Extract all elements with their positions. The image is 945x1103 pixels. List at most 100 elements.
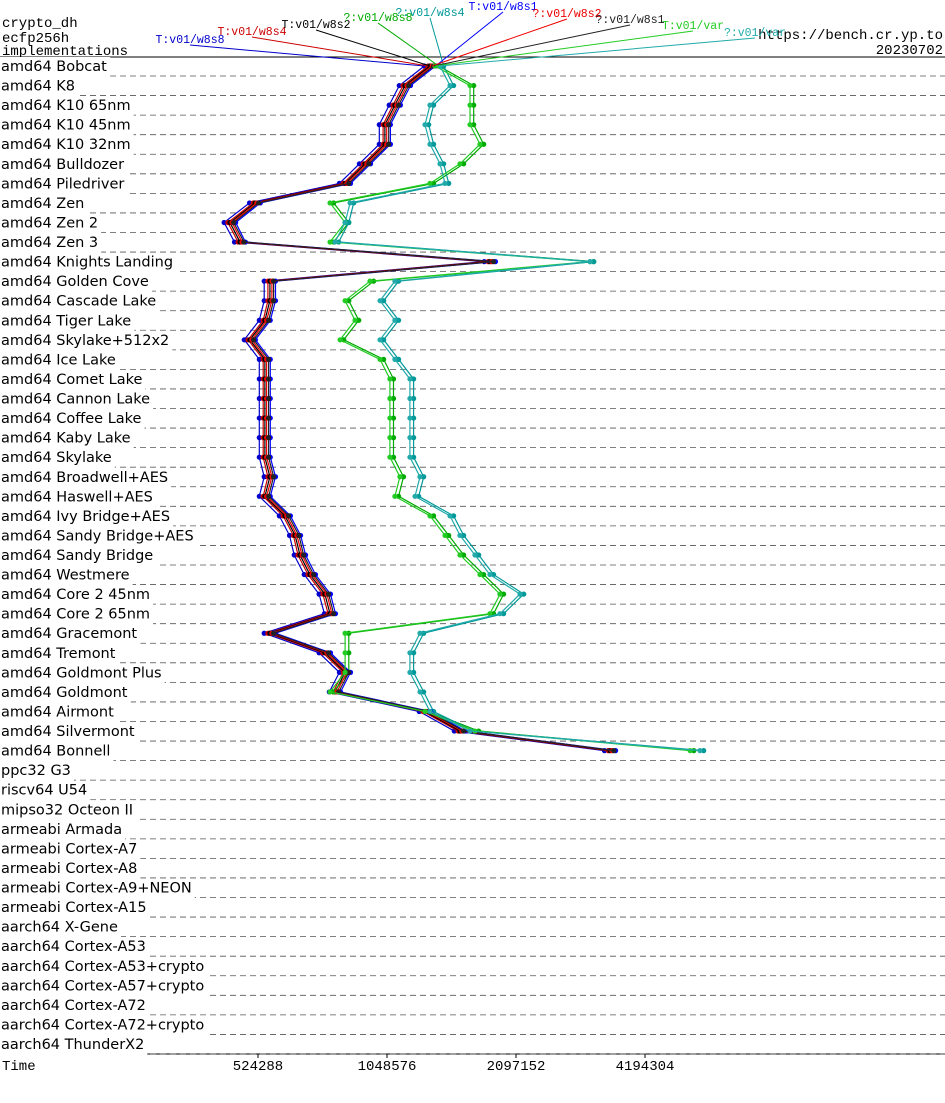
data-point [390,415,397,421]
data-point [265,356,272,362]
data-point [265,395,272,402]
legend: T:v01/w8s8T:v01/w8s4T:v01/w8s2?:v01/w8s8… [155,1,786,67]
data-point [376,141,382,147]
data-point [316,591,322,597]
row-label: armeabi Cortex-A8 [1,861,137,877]
data-point [270,298,277,304]
row-label: amd64 Coffee Lake [1,411,142,427]
data-point [256,317,262,323]
row-label-bg [0,702,118,723]
data-point [296,532,302,539]
data-point [377,337,383,343]
data-point [387,376,393,382]
date: 20230702 [876,43,943,59]
row-label-bg [0,506,174,527]
legend-leader [433,24,631,67]
row-label: amd64 Tremont [1,646,116,662]
data-point [265,493,272,499]
data-point [390,454,397,460]
series-line [332,65,694,752]
data-point [377,356,383,362]
row-label: amd64 Gracemont [1,626,137,642]
data-point [392,317,398,323]
data-point [327,239,333,245]
chart-title: crypto_dh [2,16,78,32]
data-point [390,435,397,441]
row-label: amd64 Core 2 65nm [1,607,150,623]
series-line [234,65,616,752]
row-label: aarch64 ThunderX2 [1,1037,144,1053]
data-point [265,454,272,460]
data-point [231,239,238,245]
row-label-bg [0,643,119,664]
data-point [386,102,392,108]
legend-label: T:v01/w8s8 [155,34,224,47]
data-point [286,532,293,539]
data-point [332,239,338,245]
row-label: armeabi Cortex-A15 [1,900,147,916]
row-label: amd64 Ivy Bridge+AES [1,509,170,525]
row-label: aarch64 X-Gene [1,920,118,936]
data-point [276,513,282,519]
legend-leader [315,29,431,67]
data-point [395,356,402,362]
data-point [231,219,237,226]
data-point [497,611,503,617]
data-point [390,395,397,402]
data-point [261,474,267,480]
row-label-bg [0,154,128,175]
data-point [521,591,527,597]
row-label: amd64 Sandy Bridge [1,548,153,564]
row-label-bg [0,448,115,469]
row-label: aarch64 Cortex-A72+crypto [1,1017,204,1033]
data-point [241,239,247,245]
row-label-bg [0,917,121,938]
row-label: amd64 Airmont [1,704,114,720]
data-point [697,748,703,754]
data-point [265,317,272,323]
data-point [411,669,417,675]
data-point [381,337,387,343]
data-point [270,474,277,480]
data-point [417,474,423,480]
row-label: ppc32 G3 [1,763,71,779]
data-point [451,82,457,89]
data-point [457,532,463,539]
row-label: amd64 Sandy Bridge+AES [1,528,194,544]
data-point [411,650,417,656]
row-label: amd64 Westmere [1,568,130,584]
data-point [471,122,477,128]
data-point [250,337,257,343]
data-point [451,513,457,519]
legend-leader [251,36,429,67]
data-point [611,748,617,754]
data-point [256,200,262,206]
chart-subtitle: ecfp256h [2,31,69,47]
row-label-bg [0,780,91,801]
legend-leader [431,18,568,67]
data-point [387,435,393,441]
data-point [261,298,267,304]
series-lines [221,63,707,754]
series-line [229,65,611,752]
row-label: armeabi Cortex-A9+NEON [1,881,192,897]
row-label: amd64 Zen 2 [1,215,98,231]
data-point [325,591,332,597]
row-label-bg [0,839,141,860]
series-line [227,65,609,752]
row-label-bg [0,115,134,136]
x-tick-label: 4194304 [616,1059,675,1075]
row-label: amd64 K10 32nm [1,137,131,153]
data-point [426,122,432,128]
data-point [356,161,362,167]
data-point [256,415,262,421]
row-label-bg [0,76,79,97]
data-point [412,493,418,499]
data-point [270,630,277,636]
data-point [427,180,433,186]
row-label-bg [0,761,74,782]
data-point [291,552,297,558]
row-label: amd64 K8 [1,79,75,95]
legend-leader [435,11,504,67]
